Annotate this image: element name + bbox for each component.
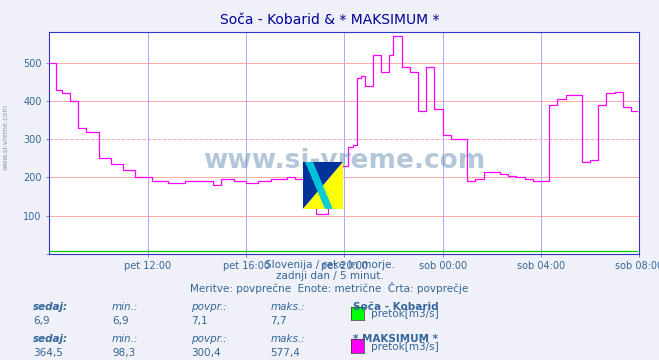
- Polygon shape: [303, 162, 343, 209]
- Text: maks.:: maks.:: [270, 334, 305, 344]
- Text: 7,7: 7,7: [270, 316, 287, 326]
- Text: min.:: min.:: [112, 334, 138, 344]
- Text: 6,9: 6,9: [33, 316, 49, 326]
- Text: www.si-vreme.com: www.si-vreme.com: [2, 104, 9, 170]
- Polygon shape: [305, 162, 333, 209]
- Text: povpr.:: povpr.:: [191, 302, 227, 312]
- Text: 364,5: 364,5: [33, 348, 63, 359]
- Text: 6,9: 6,9: [112, 316, 129, 326]
- Text: Soča - Kobarid: Soča - Kobarid: [353, 302, 438, 312]
- Text: sedaj:: sedaj:: [33, 302, 68, 312]
- Text: Meritve: povprečne  Enote: metrične  Črta: povprečje: Meritve: povprečne Enote: metrične Črta:…: [190, 282, 469, 293]
- Text: min.:: min.:: [112, 302, 138, 312]
- Text: pretok[m3/s]: pretok[m3/s]: [371, 309, 439, 319]
- Text: Soča - Kobarid & * MAKSIMUM *: Soča - Kobarid & * MAKSIMUM *: [219, 13, 440, 27]
- Text: 7,1: 7,1: [191, 316, 208, 326]
- Text: 300,4: 300,4: [191, 348, 221, 359]
- Text: povpr.:: povpr.:: [191, 334, 227, 344]
- Text: 577,4: 577,4: [270, 348, 300, 359]
- Text: * MAKSIMUM *: * MAKSIMUM *: [353, 334, 438, 344]
- Text: pretok[m3/s]: pretok[m3/s]: [371, 342, 439, 352]
- Text: zadnji dan / 5 minut.: zadnji dan / 5 minut.: [275, 271, 384, 281]
- Text: maks.:: maks.:: [270, 302, 305, 312]
- Text: www.si-vreme.com: www.si-vreme.com: [203, 148, 486, 174]
- Polygon shape: [303, 162, 343, 209]
- Text: sedaj:: sedaj:: [33, 334, 68, 344]
- Text: 98,3: 98,3: [112, 348, 135, 359]
- Text: Slovenija / reke in morje.: Slovenija / reke in morje.: [264, 260, 395, 270]
